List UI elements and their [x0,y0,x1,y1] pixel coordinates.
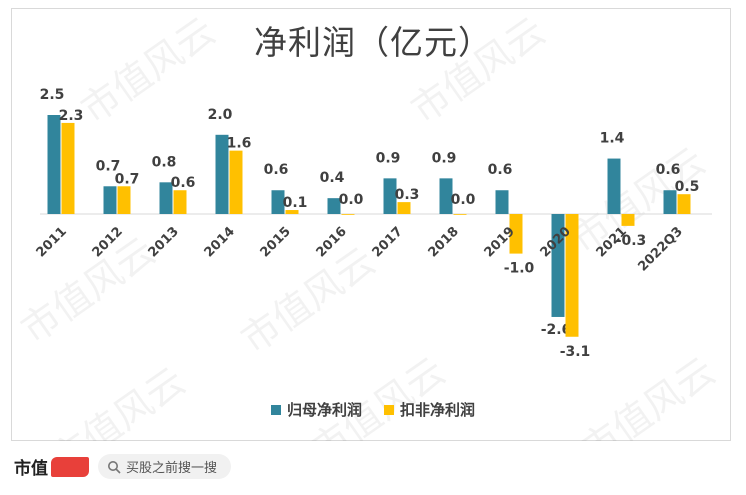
brand[interactable]: 市值 [14,454,89,479]
bar-deducted-2018 [453,214,467,215]
data-label: -2.6 [541,322,572,338]
data-label: 2.0 [208,107,233,123]
data-label: 0.6 [264,162,289,178]
bar-parent-2012 [103,186,117,214]
x-tick-label: 2017 [370,224,406,260]
data-label: 0.6 [171,175,196,191]
legend-label: 扣非净利润 [400,401,476,419]
bar-parent-2015 [271,190,285,214]
footer-bar: 市值 买股之前搜一搜 [0,441,746,495]
legend-swatch [270,404,281,415]
bar-parent-2021 [607,158,621,214]
x-tick-label: 2022Q3 [635,224,685,274]
data-label: 0.7 [115,171,140,187]
brand-logo-icon [51,456,89,477]
data-label: 0.9 [376,150,401,166]
data-label: 1.6 [227,136,252,152]
legend: 归母净利润 扣非净利润 [0,399,746,420]
data-label: 0.3 [395,187,420,203]
data-label: 1.4 [600,131,625,147]
data-label: 0.8 [152,154,177,170]
bar-deducted-2022Q3 [677,194,691,214]
data-label: -3.1 [560,344,591,360]
legend-item-deducted-net-profit: 扣非净利润 [384,399,475,420]
data-label: 0.6 [656,162,681,178]
bar-deducted-2020 [565,214,579,337]
legend-label: 归母净利润 [286,401,362,419]
chart-frame [11,8,731,441]
bar-parent-2017 [383,178,397,214]
x-tick-label: 2013 [146,224,182,260]
search-box[interactable]: 买股之前搜一搜 [98,454,231,479]
data-label: 0.7 [96,158,121,174]
data-label: 2.3 [59,108,84,124]
bar-parent-2016 [327,198,341,214]
data-label: 2.5 [40,87,65,103]
search-placeholder: 买股之前搜一搜 [126,461,218,476]
x-tick-label: 2015 [258,224,294,260]
bar-parent-2018 [439,178,453,214]
bar-deducted-2014 [229,150,243,214]
data-label: -0.3 [616,233,647,249]
bar-parent-2022Q3 [663,190,677,214]
bar-deducted-2012 [117,186,131,214]
bar-parent-2011 [47,115,61,214]
chart-title: 净利润（亿元） [254,23,492,62]
bar-deducted-2017 [397,202,411,214]
bar-deducted-2021 [621,214,635,226]
legend-swatch [384,404,394,415]
bar-parent-2013 [159,182,173,214]
data-label: 0.4 [320,170,345,186]
bar-deducted-2011 [61,122,75,214]
x-tick-label: 2011 [34,224,70,260]
brand-name: 市值 [14,459,48,479]
x-tick-label: 2016 [314,224,350,260]
search-icon [108,460,121,474]
bar-parent-2020 [551,214,565,317]
data-label: 0.6 [488,162,513,178]
data-label: 0.0 [451,192,476,208]
chart-plot: 2.5 2.3 2011 0.70.7 2012 0.8 0.6 2013 2.0 1.6 2014… [34,87,712,360]
x-tick-label: 2018 [426,224,462,260]
bar-parent-2019 [495,190,509,214]
data-label: 0.1 [283,195,308,211]
bar-deducted-2015 [285,210,299,214]
data-label: -1.0 [504,261,535,277]
x-tick-label: 2012 [90,224,126,260]
x-tick-label: 2014 [202,224,238,260]
bar-deducted-2016 [341,214,355,215]
bar-deducted-2019 [509,214,523,254]
legend-item-parent-net-profit: 归母净利润 [270,399,362,420]
data-label: 0.0 [339,192,364,208]
data-label: 0.5 [675,179,700,195]
data-label: 0.9 [432,150,457,166]
bar-deducted-2013 [173,190,187,214]
bar-parent-2014 [215,134,229,214]
